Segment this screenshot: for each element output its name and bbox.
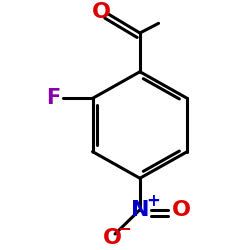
Text: +: + [147,192,160,210]
Text: N: N [131,200,149,220]
Text: O: O [172,200,191,220]
Text: O: O [92,2,111,22]
Text: −: − [118,219,132,237]
Text: O: O [103,228,122,248]
Text: F: F [46,88,60,108]
